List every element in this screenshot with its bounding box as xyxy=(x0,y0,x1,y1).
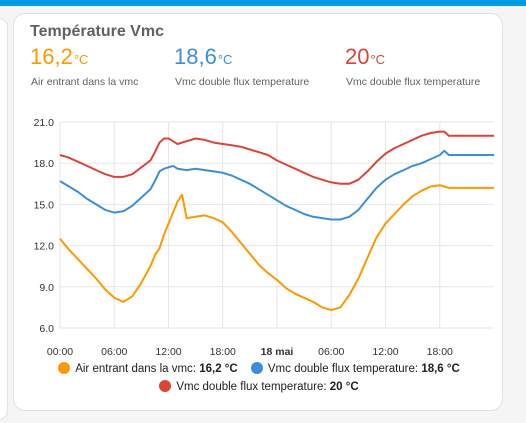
stat-label: Vmc double flux temperature xyxy=(346,76,481,88)
legend-item-air-entrant[interactable]: Air entrant dans la vmc: 16,2 °C xyxy=(58,362,238,375)
series-line-1 xyxy=(59,149,494,221)
series-line-0 xyxy=(59,130,494,185)
x-tick-label: 06:00 xyxy=(318,346,344,358)
stat-value: 16,2 xyxy=(30,44,73,69)
x-tick-label: 18 mai xyxy=(261,346,294,358)
legend-dot xyxy=(159,380,172,392)
stat-label: Vmc double flux temperature xyxy=(175,76,310,88)
temperature-line-chart[interactable]: 6.0 9.0 12.0 15.0 18.0 21.0 00:00 06:00 12:00 18:… xyxy=(14,14,504,412)
x-tick-label: 06:00 xyxy=(101,346,127,358)
legend-item-vmc-temperature-2[interactable]: Vmc double flux temperature: 20 °C xyxy=(159,380,359,393)
x-tick-label: 00:00 xyxy=(47,346,73,358)
stat-unit: °C xyxy=(217,52,233,67)
x-tick-label: 12:00 xyxy=(155,346,181,358)
stat-value: 18,6 xyxy=(174,44,217,69)
legend-dot xyxy=(250,362,263,374)
stat-unit: °C xyxy=(370,52,386,67)
x-tick-label: 18:00 xyxy=(210,346,236,358)
legend-row-2: Vmc double flux temperature: 20 °C xyxy=(14,380,504,393)
stat-vmc-temperature-2[interactable]: 20°C Vmc double flux temperature xyxy=(345,42,480,88)
y-tick-label: 6.0 xyxy=(39,323,54,335)
x-tick-label: 12:00 xyxy=(372,346,398,358)
x-tick-label: 18:00 xyxy=(427,346,453,358)
legend-item-vmc-temperature-1[interactable]: Vmc double flux temperature: 18,6 °C xyxy=(250,362,460,375)
stat-air-entrant[interactable]: 16,2°C Air entrant dans la vmc xyxy=(30,42,138,88)
legend-label: Air entrant dans la vmc xyxy=(75,363,193,375)
legend-label: Vmc double flux temperature xyxy=(267,363,415,375)
y-tick-label: 21.0 xyxy=(34,117,55,129)
series-line-2 xyxy=(59,184,494,312)
stat-vmc-temperature-1[interactable]: 18,6°C Vmc double flux temperature xyxy=(174,42,309,88)
legend-value: 20 °C xyxy=(329,381,359,393)
y-tick-label: 15.0 xyxy=(34,199,55,211)
legend-value: 18,6 °C xyxy=(421,363,460,375)
stat-value: 20 xyxy=(345,44,370,69)
y-tick-label: 18.0 xyxy=(34,158,55,170)
legend-dot xyxy=(58,362,71,374)
legend-row-1: Air entrant dans la vmc: 16,2 °C Vmc dou… xyxy=(14,362,504,375)
y-tick-label: 9.0 xyxy=(39,282,54,294)
stat-label: Air entrant dans la vmc xyxy=(31,76,139,88)
temperature-card: Température Vmc 16,2°C Air entrant dans … xyxy=(13,13,503,411)
card-title: Température Vmc xyxy=(30,23,164,40)
top-app-bar xyxy=(0,0,526,6)
legend-label: Vmc double flux temperature xyxy=(176,381,324,393)
y-tick-label: 12.0 xyxy=(34,241,55,253)
legend-value: 16,2 °C xyxy=(199,363,238,375)
stat-unit: °C xyxy=(73,52,89,67)
adjacent-card-edge xyxy=(0,18,8,420)
